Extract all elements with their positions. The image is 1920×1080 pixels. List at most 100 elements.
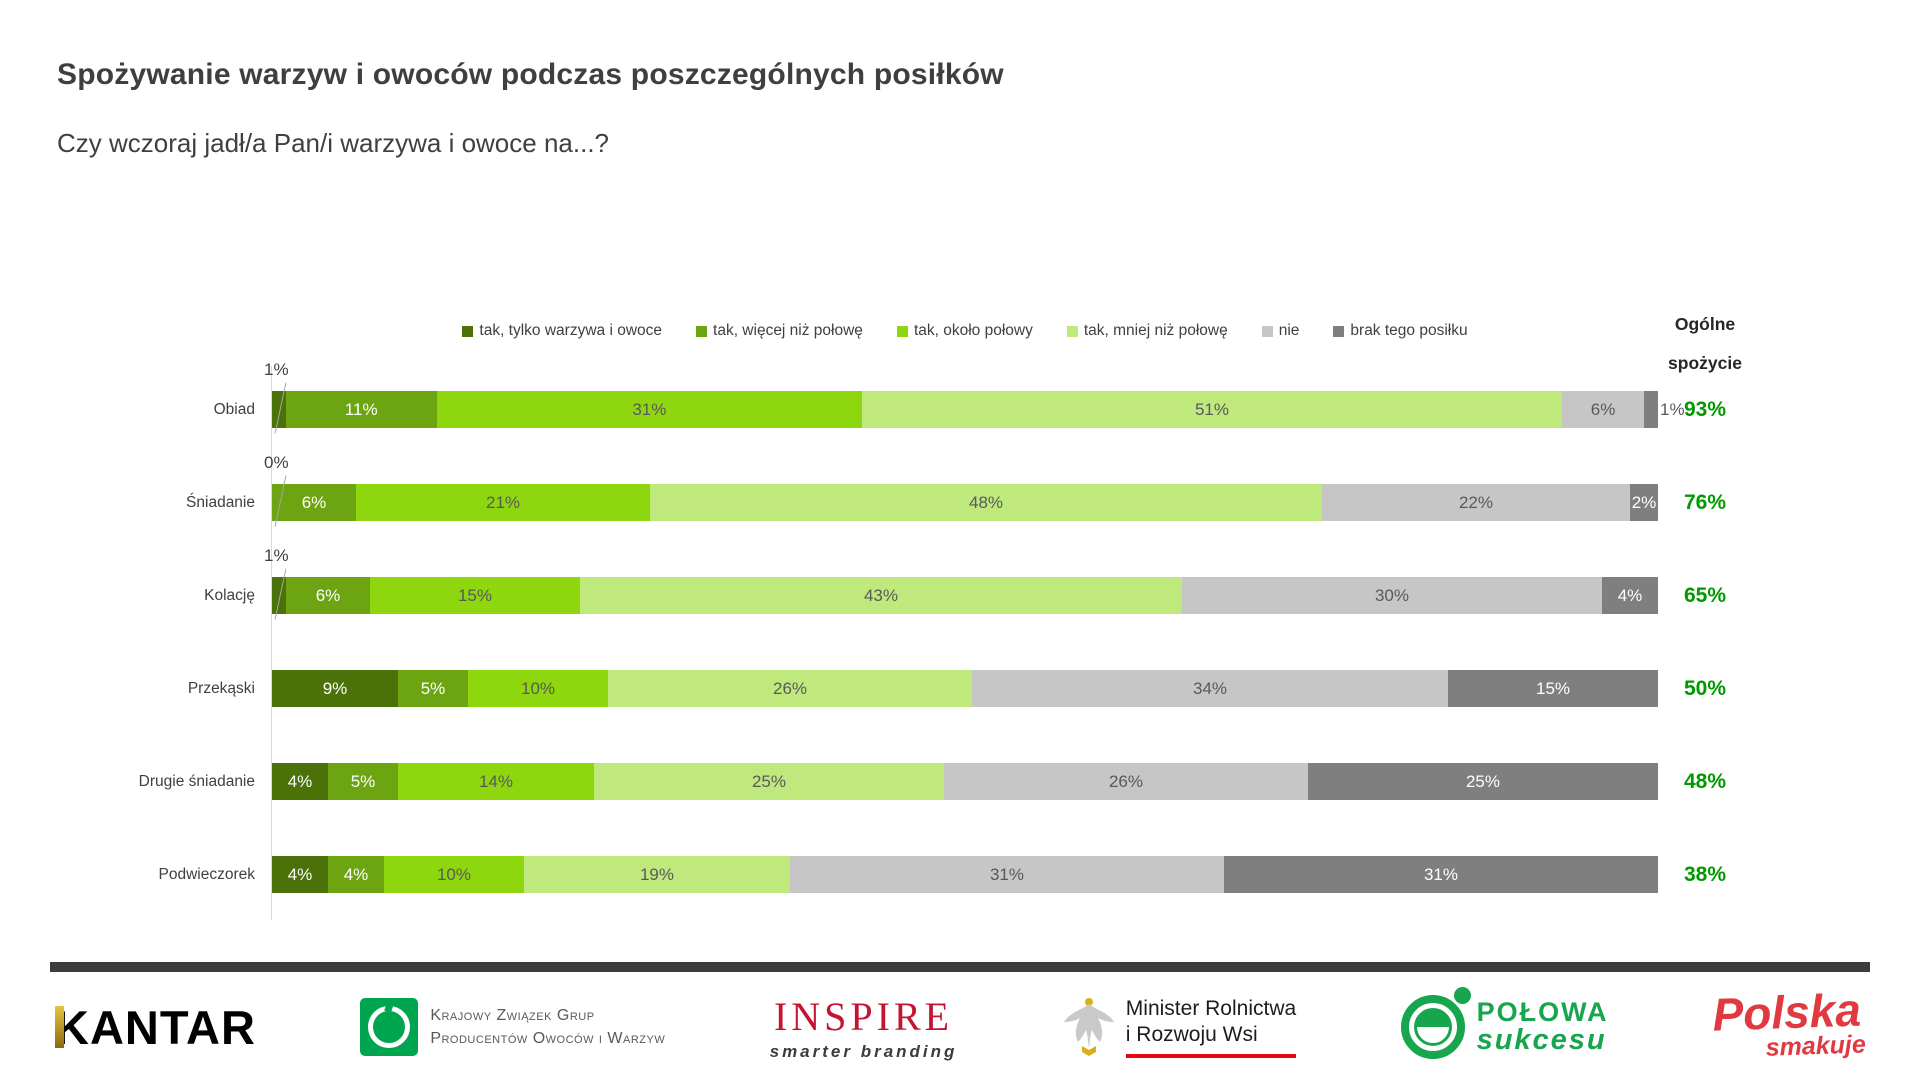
bar-segment: 30% [1181, 577, 1602, 614]
segment-value-label: 30% [1374, 585, 1409, 605]
polska-logo-text: Polska [1711, 983, 1862, 1041]
legend-label: tak, około połowy [913, 322, 1033, 339]
bar-segment: 31% [436, 391, 863, 428]
legend-label: nie [1278, 322, 1300, 339]
bar-segment [1644, 391, 1658, 428]
segment-value-label-outside: 1% [1660, 400, 1685, 419]
chart-row: Kolację 6% 15% 43% 30% 4% 1% 65% [0, 546, 1920, 620]
segment-value-label: 4% [287, 771, 313, 791]
segment-value-label: 5% [420, 678, 446, 698]
segment-value-label: 5% [350, 771, 376, 791]
bar-segment: 31% [789, 856, 1224, 893]
bar-segment: 34% [972, 670, 1448, 707]
bar-segment: 10% [383, 856, 524, 893]
polowa-circle-icon [1400, 987, 1471, 1059]
legend-label: brak tego posiłku [1350, 322, 1468, 339]
bar-segment: 4% [272, 763, 328, 800]
bar-segment: 5% [327, 763, 398, 800]
legend-label: tak, mniej niż połowę [1083, 322, 1228, 339]
stacked-bar: 4% 5% 14% 25% 26% 25% [272, 763, 1658, 800]
stacked-bar: 4% 4% 10% 19% 31% 31% [272, 856, 1658, 893]
bar-segment: 19% [523, 856, 790, 893]
segment-value-label: 15% [457, 585, 492, 605]
stacked-bar: 9% 5% 10% 26% 34% 15% [272, 670, 1658, 707]
legend-item: tak, mniej niż połowę [1066, 322, 1228, 340]
total-consumption-value: 38% [1684, 863, 1727, 886]
segment-value-label: 22% [1458, 492, 1493, 512]
totals-header-line2: spożycie [1668, 353, 1742, 373]
callout-value-label: 0% [264, 453, 289, 472]
bar-segment: 43% [579, 577, 1182, 614]
legend-item: tak, tylko warzywa i owoce [462, 322, 662, 340]
eagle-icon [1063, 998, 1114, 1056]
minister-red-rule [1125, 1053, 1296, 1058]
segment-value-label: 26% [1108, 771, 1143, 791]
segment-value-label: 21% [485, 492, 521, 512]
polowa-logo-subtext: sukcesu [1476, 1024, 1607, 1056]
bar-segment: 4% [272, 856, 328, 893]
segment-value-label: 31% [989, 864, 1024, 884]
legend-item: nie [1261, 322, 1300, 340]
totals-header-line1: Ogólne [1674, 314, 1736, 334]
segment-value-label: 2% [1631, 492, 1657, 512]
segment-value-label: 34% [1192, 678, 1228, 698]
segment-value-label: 4% [343, 864, 369, 884]
callout-value-label: 1% [264, 360, 289, 379]
chart-row: Obiad 11% 31% 51% 6% 1% 1% 93% [0, 360, 1920, 434]
bar-segment: 14% [397, 763, 594, 800]
segment-value-label: 19% [639, 864, 674, 884]
legend-swatch-icon [896, 325, 908, 337]
page-title: Spożywanie warzyw i owoców podczas poszc… [57, 58, 1004, 91]
polska-smakuje-logo: Polska smakuje [1711, 983, 1867, 1065]
total-consumption-value: 93% [1684, 398, 1727, 421]
bar-segment: 15% [369, 577, 580, 614]
bar-segment: 4% [1601, 577, 1658, 614]
legend-swatch-icon [696, 325, 708, 337]
stacked-bar: 6% 15% 43% 30% 4% 1% [264, 546, 1658, 620]
category-label: Obiad [213, 401, 255, 418]
bar-segment: 51% [862, 391, 1562, 428]
chart-plot: Obiad 11% 31% 51% 6% 1% 1% 93% Śniadanie 6% 21% 48%… [0, 360, 1920, 951]
legend-item: tak, około połowy [896, 322, 1033, 340]
legend-label: tak, tylko warzywa i owoce [479, 322, 663, 339]
legend-item: brak tego posiłku [1333, 322, 1468, 340]
bar-segment: 15% [1448, 670, 1658, 707]
segment-value-label: 43% [863, 585, 898, 605]
category-label: Kolację [204, 587, 255, 604]
segment-value-label: 4% [287, 864, 313, 884]
legend-swatch-icon [1066, 325, 1078, 337]
segment-value-label: 6% [1590, 399, 1616, 419]
category-label: Drugie śniadanie [138, 773, 255, 790]
polowa-sukcesu-logo: POŁOWA sukcesu [1400, 987, 1609, 1059]
bar-segment: 25% [1307, 763, 1658, 800]
kantar-logo-text: KANTAR [55, 1000, 256, 1054]
category-label: Podwieczorek [158, 866, 256, 883]
kzg-apple-icon [360, 998, 419, 1056]
polska-logo-subtext: smakuje [1765, 1030, 1867, 1063]
callout-value-label: 1% [264, 546, 289, 565]
segment-value-label: 6% [301, 492, 327, 512]
legend-swatch-icon [462, 325, 474, 337]
bar-segment: 25% [593, 763, 944, 800]
segment-value-label: 4% [1617, 585, 1643, 605]
segment-value-label: 26% [772, 678, 808, 698]
totals-column-header: Ogólne spożycie [1642, 305, 1768, 383]
bar-segment: 5% [398, 670, 468, 707]
bar-segment: 2% [1629, 484, 1658, 521]
total-consumption-value: 50% [1684, 677, 1727, 700]
chart-axis-line [271, 366, 272, 920]
kzg-logo: Krajowy Związek Grup Producentów Owoców … [360, 998, 665, 1056]
bar-segment: 26% [608, 670, 972, 707]
chart-row: Śniadanie 6% 21% 48% 22% 2% 0% 76% [0, 453, 1920, 527]
segment-value-label: 10% [436, 864, 471, 884]
total-consumption-value: 65% [1684, 584, 1727, 607]
minister-logo-text: Minister Rolnictwa i Rozwoju Wsi [1125, 997, 1297, 1046]
kantar-logo: KANTAR [55, 1000, 256, 1055]
bar-segment: 22% [1322, 484, 1630, 521]
chart-row: Podwieczorek 4% 4% 10% 19% 31% 31% 38% [0, 856, 1920, 893]
page-subtitle: Czy wczoraj jadł/a Pan/i warzywa i owoce… [57, 128, 610, 158]
stacked-bar: 6% 21% 48% 22% 2% 0% [264, 453, 1658, 527]
inspire-logo: INSPIRE smarter branding [770, 993, 958, 1062]
bar-segment: 26% [943, 763, 1308, 800]
